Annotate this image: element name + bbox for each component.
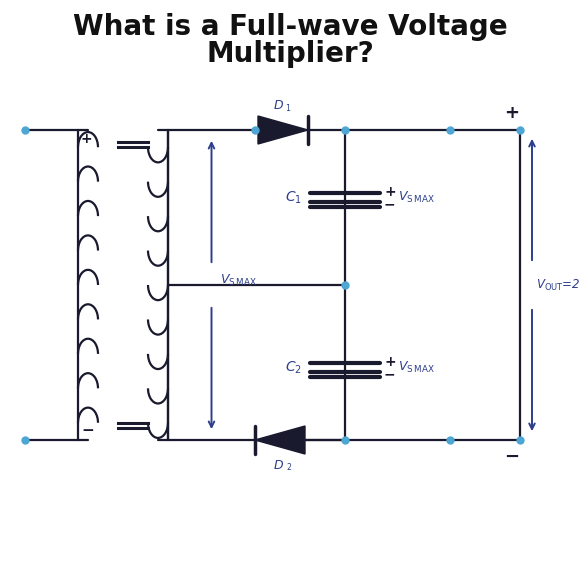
Text: D: D: [273, 99, 283, 112]
Text: What is a Full-wave Voltage: What is a Full-wave Voltage: [72, 13, 508, 41]
Text: −: −: [505, 448, 520, 466]
Text: C$_2$: C$_2$: [285, 359, 302, 376]
Text: −: −: [384, 367, 396, 381]
Text: D: D: [273, 459, 283, 472]
Text: $_1$: $_1$: [285, 103, 291, 115]
Text: V$_{\mathsf{S\,MAX}}$: V$_{\mathsf{S\,MAX}}$: [398, 190, 435, 205]
Text: V$_{\mathsf{OUT}}$=2V$_{\mathsf{S\,MAX}}$: V$_{\mathsf{OUT}}$=2V$_{\mathsf{S\,MAX}}…: [536, 277, 580, 292]
Text: V$_{\mathsf{S\,MAX}}$: V$_{\mathsf{S\,MAX}}$: [219, 273, 256, 288]
Text: V$_{\mathsf{S\,MAX}}$: V$_{\mathsf{S\,MAX}}$: [398, 360, 435, 375]
Text: C$_1$: C$_1$: [285, 189, 302, 206]
Text: −: −: [384, 197, 396, 211]
Polygon shape: [258, 116, 308, 144]
Text: Multiplier?: Multiplier?: [206, 40, 374, 68]
Text: +: +: [81, 132, 93, 146]
Text: −: −: [81, 423, 94, 438]
Text: +: +: [384, 355, 396, 369]
Text: $_2$: $_2$: [286, 462, 292, 474]
Text: +: +: [384, 185, 396, 199]
Polygon shape: [255, 426, 305, 454]
Text: +: +: [505, 104, 520, 122]
